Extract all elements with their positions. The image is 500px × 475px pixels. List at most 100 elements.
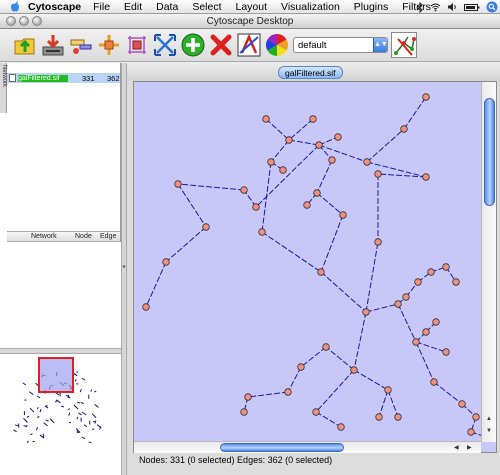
network-node[interactable] (303, 201, 311, 209)
horizontal-scroll-thumb[interactable] (220, 443, 344, 452)
network-node[interactable] (363, 158, 371, 166)
network-edge[interactable] (316, 192, 344, 216)
network-side-tab[interactable]: Network (0, 63, 7, 113)
menu-select[interactable]: Select (192, 0, 222, 13)
network-node[interactable] (394, 413, 402, 421)
network-view-tab[interactable]: galFiltered.sif (278, 66, 343, 79)
volume-icon[interactable] (447, 2, 458, 12)
zoom-selected-button[interactable] (124, 32, 150, 58)
network-edge[interactable] (270, 139, 290, 163)
menu-visualization[interactable]: Visualization (281, 0, 340, 13)
network-edge[interactable] (353, 369, 389, 391)
window-title-bar[interactable]: Cytoscape Desktop (0, 14, 500, 29)
spotlight-icon[interactable] (486, 1, 498, 13)
network-edge[interactable] (287, 366, 302, 393)
menu-plugins[interactable]: Plugins (353, 0, 389, 13)
close-window-button[interactable] (6, 16, 16, 26)
network-node[interactable] (240, 408, 248, 416)
network-edge[interactable] (315, 369, 355, 413)
network-node[interactable] (472, 413, 480, 421)
network-node[interactable] (252, 203, 260, 211)
network-node[interactable] (374, 170, 382, 178)
menu-data[interactable]: Data (156, 0, 179, 13)
network-node[interactable] (262, 115, 270, 123)
menu-app-name[interactable]: Cytoscape (28, 0, 82, 13)
network-edge[interactable] (397, 303, 417, 343)
network-node[interactable] (350, 366, 358, 374)
vertical-scrollbar[interactable]: ▲ ▼ (481, 82, 496, 442)
bluetooth-icon[interactable] (416, 1, 424, 13)
network-node[interactable] (244, 393, 252, 401)
save-session-button[interactable] (40, 32, 66, 58)
network-node[interactable] (422, 93, 430, 101)
network-edge[interactable] (316, 159, 333, 194)
network-node[interactable] (313, 189, 321, 197)
network-edge[interactable] (165, 226, 207, 263)
network-node[interactable] (414, 278, 422, 286)
network-node[interactable] (384, 386, 392, 394)
network-node[interactable] (309, 115, 317, 123)
viewport-rectangle[interactable] (38, 357, 74, 393)
network-node[interactable] (337, 423, 345, 431)
scroll-down-arrow-icon[interactable]: ▼ (486, 428, 492, 434)
network-edge[interactable] (415, 341, 447, 353)
network-node[interactable] (284, 388, 292, 396)
delete-button[interactable] (208, 32, 234, 58)
network-edge[interactable] (366, 128, 405, 163)
network-graph[interactable] (134, 82, 497, 453)
vertical-splitter[interactable]: ◂ (121, 63, 127, 475)
network-edge[interactable] (325, 346, 355, 371)
menu-file[interactable]: File (93, 0, 111, 13)
network-edge[interactable] (320, 271, 367, 313)
network-node[interactable] (267, 158, 275, 166)
network-edge[interactable] (365, 303, 399, 313)
network-node[interactable] (430, 378, 438, 386)
network-edge[interactable] (255, 144, 320, 208)
network-edge[interactable] (318, 144, 368, 163)
menu-edit[interactable]: Edit (124, 0, 143, 13)
menu-layout[interactable]: Layout (235, 0, 268, 13)
network-node[interactable] (458, 400, 466, 408)
zoom-window-button[interactable] (32, 16, 42, 26)
network-edge[interactable] (288, 139, 320, 146)
add-network-button[interactable] (180, 32, 206, 58)
network-edge[interactable] (247, 391, 289, 398)
network-edge[interactable] (177, 183, 245, 191)
network-edge[interactable] (365, 241, 379, 313)
network-node[interactable] (422, 173, 430, 181)
zoom-in-button[interactable] (68, 32, 94, 58)
network-node[interactable] (297, 363, 305, 371)
network-node[interactable] (334, 133, 342, 141)
layout-button[interactable] (391, 32, 417, 58)
network-canvas[interactable] (133, 81, 497, 453)
zoom-fit-button[interactable] (152, 32, 178, 58)
network-edge[interactable] (433, 381, 463, 405)
network-edge[interactable] (353, 311, 367, 371)
network-node[interactable] (452, 278, 460, 286)
network-node[interactable] (400, 125, 408, 133)
network-node[interactable] (279, 166, 287, 174)
network-node[interactable] (432, 318, 440, 326)
network-node[interactable] (467, 428, 475, 436)
horizontal-scrollbar[interactable]: ◀ ▶ (134, 441, 481, 453)
network-node[interactable] (258, 228, 266, 236)
network-edge[interactable] (145, 261, 167, 308)
network-node[interactable] (202, 223, 210, 231)
minimize-window-button[interactable] (19, 16, 29, 26)
network-edge[interactable] (320, 214, 344, 273)
horizontal-splitter[interactable] (0, 348, 121, 354)
network-edge[interactable] (288, 118, 314, 141)
network-edge[interactable] (177, 183, 207, 228)
network-edge[interactable] (366, 161, 427, 178)
airport-icon[interactable] (430, 2, 441, 12)
network-node[interactable] (427, 268, 435, 276)
color-wheel-button[interactable] (264, 32, 290, 58)
network-node[interactable] (375, 413, 383, 421)
network-edge[interactable] (261, 231, 322, 273)
network-node[interactable] (339, 211, 347, 219)
network-edge[interactable] (315, 411, 342, 428)
network-node[interactable] (394, 300, 402, 308)
battery-icon[interactable] (464, 3, 480, 12)
network-edge[interactable] (403, 96, 427, 130)
apple-menu-icon[interactable] (10, 1, 20, 12)
